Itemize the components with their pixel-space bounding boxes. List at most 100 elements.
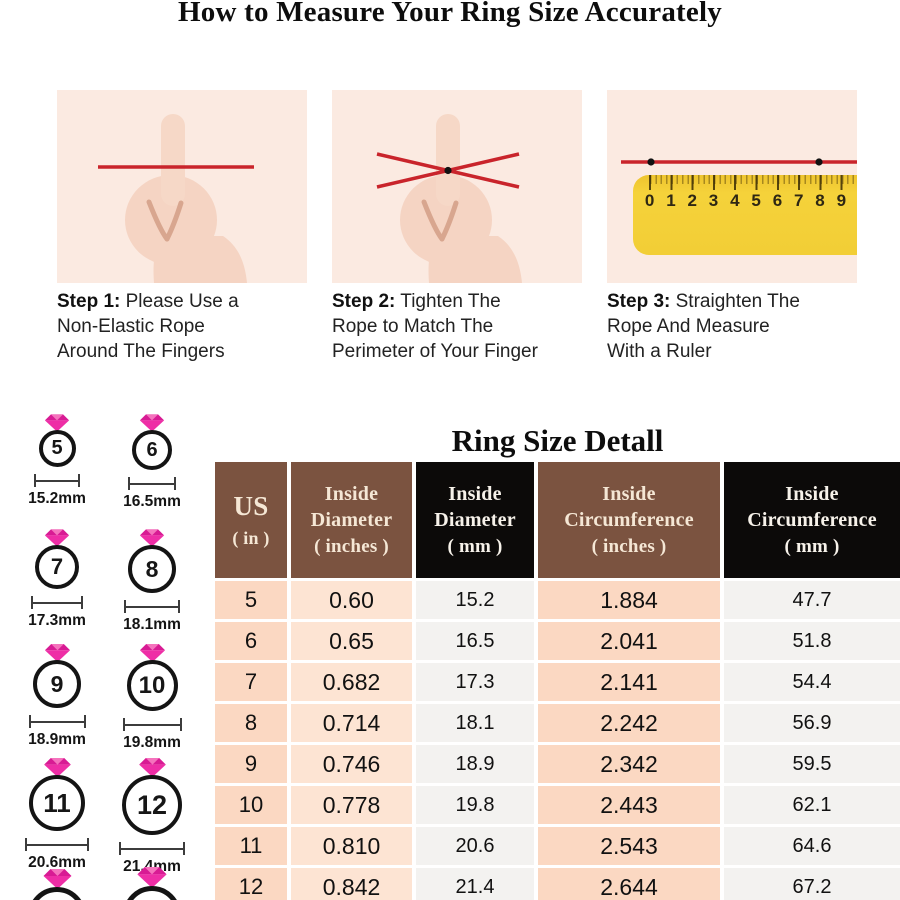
ring-band: 8 (128, 545, 176, 593)
diameter-bracket (119, 842, 185, 855)
ring-glyph-size-6: 6 16.5mm (104, 413, 200, 511)
table-cell: 17.3 (416, 663, 534, 701)
diameter-label: 16.5mm (123, 493, 181, 510)
table-cell: 0.714 (291, 704, 412, 742)
table-cell: 8 (215, 704, 287, 742)
table-cell: 2.543 (538, 827, 720, 865)
diameter-bracket (28, 715, 86, 728)
step3-label: Step 3: (607, 291, 671, 312)
table-cell: 19.8 (416, 786, 534, 824)
step3-caption: Step 3: Straighten The Rope And Measure … (607, 291, 800, 362)
step1-caption: Step 1: Please Use a Non-Elastic Rope Ar… (57, 291, 239, 362)
table-cell: 10 (215, 786, 287, 824)
table-cell: 0.746 (291, 745, 412, 783)
col-header-inside-diameter-inches: Inside Diameter ( inches ) (291, 462, 412, 578)
table-cell: 5 (215, 581, 287, 619)
diamond-icon (43, 869, 71, 889)
ruler-major-ticks (649, 175, 857, 190)
hand-rope-crossed-illustration (376, 90, 582, 283)
col-header-inside-circumference-mm: Inside Circumference ( mm ) (724, 462, 900, 578)
col-header-us: US ( in ) (215, 462, 287, 578)
table-cell: 18.9 (416, 745, 534, 783)
table-cell: 9 (215, 745, 287, 783)
table-cell: 0.778 (291, 786, 412, 824)
diameter-bracket (34, 474, 80, 487)
diameter-label: 17.3mm (28, 612, 86, 629)
diameter-bracket (128, 477, 176, 490)
ring-band (28, 887, 86, 900)
diamond-icon (139, 644, 165, 662)
table-cell: 67.2 (724, 868, 900, 900)
step2-caption: Step 2: Tighten The Rope to Match The Pe… (332, 291, 538, 362)
table-cell: 1.884 (538, 581, 720, 619)
diameter-label: 19.8mm (123, 734, 181, 751)
diamond-icon (44, 414, 70, 432)
ring-glyph-partial (104, 866, 200, 900)
ring-band: 10 (126, 660, 178, 711)
diameter-bracket (31, 596, 83, 609)
table-cell: 51.8 (724, 622, 900, 660)
table-cell: 21.4 (416, 868, 534, 900)
table-cell: 7 (215, 663, 287, 701)
ring-glyph-size-7: 7 17.3mm (9, 528, 105, 630)
table-cell: 0.842 (291, 868, 412, 900)
diamond-icon (44, 529, 70, 547)
table-cell: 2.644 (538, 868, 720, 900)
diamond-icon (138, 757, 166, 778)
diamond-icon (43, 757, 71, 778)
diameter-label: 18.1mm (123, 616, 181, 633)
step2-label: Step 2: (332, 291, 396, 312)
ring-band: 5 (38, 430, 76, 467)
ring-band: 7 (35, 545, 79, 589)
rope-end-dot (815, 158, 823, 166)
ring-band: 12 (122, 775, 182, 835)
ring-glyph-size-5: 5 15.2mm (9, 413, 105, 508)
diameter-label: 20.6mm (28, 854, 86, 871)
diameter-bracket (124, 600, 180, 613)
table-cell: 56.9 (724, 704, 900, 742)
table-cell: 47.7 (724, 581, 900, 619)
rope-knot-dot (444, 166, 452, 175)
diameter-label: 15.2mm (28, 490, 86, 507)
ring-glyph-partial (9, 868, 105, 900)
ring-band: 9 (33, 660, 81, 708)
ring-band (123, 886, 181, 900)
table-cell: 20.6 (416, 827, 534, 865)
ring-glyph-size-11: 11 20.6mm (9, 757, 105, 872)
table-cell: 11 (215, 827, 287, 865)
diamond-icon (139, 414, 165, 432)
ring-size-detail-heading: Ring Size Detall (451, 423, 664, 458)
diameter-label: 21.4mm (123, 858, 181, 875)
col-header-inside-circumference-inches: Inside Circumference ( inches ) (538, 462, 720, 578)
col-header-inside-diameter-mm: Inside Diameter ( mm ) (416, 462, 534, 578)
diameter-label: 18.9mm (28, 731, 86, 748)
rope-measure-illustration (621, 158, 857, 166)
table-cell: 0.682 (291, 663, 412, 701)
table-cell: 15.2 (416, 581, 534, 619)
ring-band: 11 (29, 775, 85, 831)
step1-illustration-panel (57, 90, 307, 283)
diameter-bracket (25, 838, 89, 851)
table-cell: 2.041 (538, 622, 720, 660)
diamond-icon (139, 529, 165, 547)
ring-glyph-size-8: 8 18.1mm (104, 528, 200, 634)
ring-size-table: US ( in ) Inside Diameter ( inches ) Ins… (215, 462, 900, 900)
step1-label: Step 1: (57, 291, 121, 312)
ring-glyph-size-12: 12 21.4mm (104, 757, 200, 876)
ring-glyph-size-10: 10 19.8mm (104, 643, 200, 752)
ring-glyph-size-9: 9 18.9mm (9, 643, 105, 749)
table-cell: 59.5 (724, 745, 900, 783)
hand-rope-straight-illustration (98, 90, 254, 283)
table-cell: 6 (215, 622, 287, 660)
diamond-icon (137, 867, 167, 888)
table-cell: 62.1 (724, 786, 900, 824)
rope-end-dot (647, 158, 655, 166)
table-cell: 18.1 (416, 704, 534, 742)
page-title: How to Measure Your Ring Size Accurately (178, 0, 722, 28)
table-cell: 2.443 (538, 786, 720, 824)
table-cell: 12 (215, 868, 287, 900)
table-cell: 2.342 (538, 745, 720, 783)
table-cell: 64.6 (724, 827, 900, 865)
